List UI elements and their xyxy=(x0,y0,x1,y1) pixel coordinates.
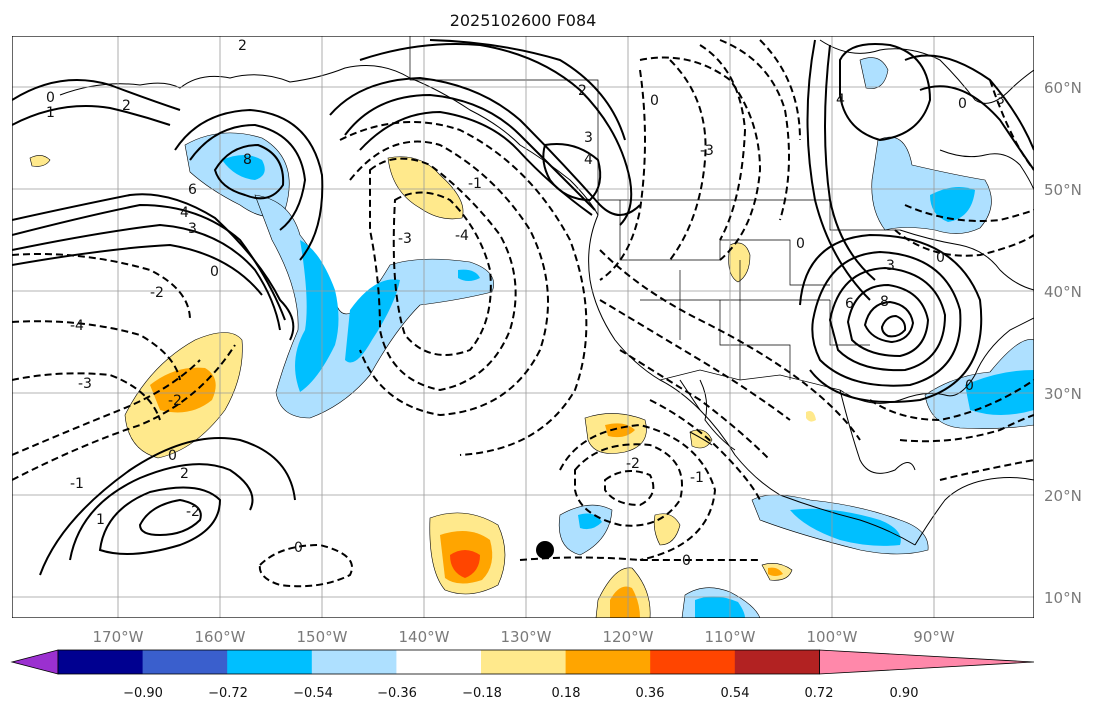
contour-label: -4 xyxy=(455,228,469,244)
lat-label: 60°N xyxy=(1044,79,1082,97)
contour-label: -1 xyxy=(468,176,482,192)
colorbar-tick-label: 0.36 xyxy=(636,686,665,701)
colorbar-segment xyxy=(734,650,820,674)
colorbar-segment xyxy=(227,650,313,674)
contour-label: 0 xyxy=(958,96,967,112)
contour-label: -2 xyxy=(150,285,164,301)
colorbar-tick-label: −0.72 xyxy=(208,686,248,701)
colorbar-tick-label: 0.90 xyxy=(890,686,919,701)
gridlines xyxy=(12,36,1034,618)
contour-label: 8 xyxy=(880,294,889,310)
positive-contours xyxy=(12,39,1034,576)
contour-label: 4 xyxy=(836,92,845,108)
colorbar-tick-label: 0.72 xyxy=(805,686,834,701)
contour-label: 8 xyxy=(243,152,252,168)
colorbar-tick-label: 0.18 xyxy=(552,686,581,701)
contour-label: 2 xyxy=(180,466,189,482)
contour-label: 3 xyxy=(886,258,895,274)
contour-label: 0 xyxy=(46,90,55,106)
contour-label: 0 xyxy=(168,448,177,464)
contour-label: 6 xyxy=(188,182,197,198)
contour-label: 0 xyxy=(796,236,805,252)
contour-label: -3 xyxy=(78,376,92,392)
contour-label: 0 xyxy=(936,250,945,266)
colorbar-extend-low xyxy=(10,649,59,675)
contour-label: 6 xyxy=(845,296,854,312)
contour-labels: 0 1 2 -1 -2 -3 -4 3 4 6 8 0 2 -2 -1 0 2 … xyxy=(46,38,1005,569)
coastlines xyxy=(59,39,1034,546)
contour-label: 0 xyxy=(294,540,303,556)
contour-label: 2 xyxy=(578,83,587,99)
contour-label: 3 xyxy=(996,92,1005,108)
contour-label: 1 xyxy=(96,512,105,528)
contour-label: -1 xyxy=(70,476,84,492)
contour-label: 0 xyxy=(210,264,219,280)
lon-label: 90°W xyxy=(913,628,955,646)
contour-label: -4 xyxy=(70,318,84,334)
contour-label: 1 xyxy=(46,105,55,121)
lat-label: 30°N xyxy=(1044,385,1082,403)
longitude-labels: 170°W 160°W 150°W 140°W 130°W 120°W 110°… xyxy=(93,628,955,646)
colorbar xyxy=(10,649,1035,675)
contour-label: 3 xyxy=(584,130,593,146)
shading-negative xyxy=(184,57,1034,618)
contour-label: -1 xyxy=(690,470,704,486)
lon-label: 170°W xyxy=(93,628,144,646)
contour-label: -3 xyxy=(398,231,412,247)
shading-positive xyxy=(29,155,816,618)
lat-label: 50°N xyxy=(1044,181,1082,199)
lon-label: 120°W xyxy=(603,628,654,646)
contour-label: 0 xyxy=(965,378,974,394)
lon-label: 140°W xyxy=(399,628,450,646)
lon-label: 160°W xyxy=(195,628,246,646)
contour-label: 4 xyxy=(584,152,593,168)
storm-marker xyxy=(536,541,554,559)
colorbar-segment xyxy=(565,650,651,674)
colorbar-segment xyxy=(311,650,397,674)
contour-label: 4 xyxy=(180,205,189,221)
contour-label: -3 xyxy=(700,143,714,159)
colorbar-tick-label: −0.90 xyxy=(123,686,163,701)
colorbar-extend-high xyxy=(819,649,1035,675)
colorbar-segment xyxy=(650,650,736,674)
contour-label: -2 xyxy=(168,393,182,409)
lon-label: 110°W xyxy=(705,628,756,646)
contour-label: 0 xyxy=(650,93,659,109)
colorbar-tick-labels: −0.90 −0.72 −0.54 −0.36 −0.18 0.18 0.36 … xyxy=(123,686,918,701)
map-area: 0 1 2 -1 -2 -3 -4 3 4 6 8 0 2 -2 -1 0 2 … xyxy=(12,36,1034,618)
colorbar-tick-label: 0.54 xyxy=(721,686,750,701)
negative-contours xyxy=(12,39,1034,588)
lon-label: 150°W xyxy=(297,628,348,646)
lat-label: 20°N xyxy=(1044,487,1082,505)
lat-label: 40°N xyxy=(1044,283,1082,301)
colorbar-outline xyxy=(57,649,820,675)
colorbar-segment xyxy=(481,650,567,674)
colorbar-tick-label: −0.54 xyxy=(293,686,333,701)
latitude-labels: 60°N 50°N 40°N 30°N 20°N 10°N xyxy=(1044,79,1082,607)
colorbar-tick-label: −0.18 xyxy=(462,686,502,701)
colorbar-segment xyxy=(396,650,482,674)
colorbar-tick-label: −0.36 xyxy=(377,686,417,701)
colorbar-segment xyxy=(58,650,144,674)
contour-label: -2 xyxy=(186,504,200,520)
contour-label: 2 xyxy=(238,38,247,54)
lat-label: 10°N xyxy=(1044,589,1082,607)
contour-label: 2 xyxy=(122,98,131,114)
map-title: 2025102600 F084 xyxy=(450,11,597,30)
contour-label: -2 xyxy=(626,456,640,472)
contour-label: 0 xyxy=(682,553,691,569)
colorbar-segment xyxy=(142,650,228,674)
lon-label: 100°W xyxy=(807,628,858,646)
contour-label: 3 xyxy=(188,221,197,237)
lon-label: 130°W xyxy=(501,628,552,646)
